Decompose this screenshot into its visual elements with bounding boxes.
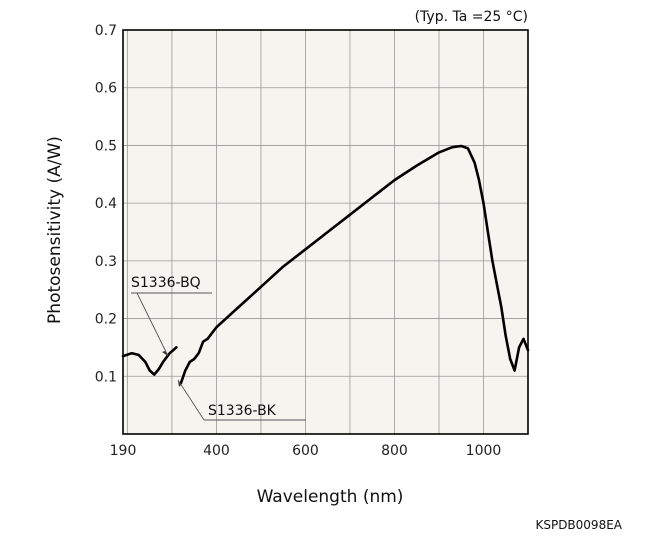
condition-note: (Typ. Ta =25 °C) [415,9,528,25]
y-tick-label: 0.1 [95,369,117,385]
annotation-label-s1336-bq: S1336-BQ [131,275,201,291]
x-tick-labels: 190 400 600 800 1000 [110,443,502,459]
y-axis-label: Photosensitivity (A/W) [45,136,65,324]
y-tick-label: 0.2 [95,312,117,328]
y-tick-label: 0.3 [95,254,117,270]
annotation-arrowhead [162,351,168,356]
annotation-arrowhead [178,380,181,387]
x-axis-label: Wavelength (nm) [257,487,404,507]
x-tick-label: 190 [110,443,137,459]
y-tick-labels: 0.1 0.2 0.3 0.4 0.5 0.6 0.7 [95,23,117,385]
grid [123,30,528,434]
annotation-label-s1336-bk: S1336-BK [208,403,277,419]
curves [121,144,530,385]
x-tick-label: 800 [381,443,408,459]
x-tick-label: 1000 [466,443,502,459]
y-tick-label: 0.5 [95,138,117,154]
series-line-s1336-bk [179,144,530,385]
y-tick-label: 0.4 [95,196,117,212]
x-tick-label: 600 [292,443,319,459]
annotation-leader [136,292,169,357]
x-tick-label: 400 [203,443,230,459]
y-tick-label: 0.7 [95,23,117,39]
y-tick-label: 0.6 [95,81,117,97]
plot-frame [122,29,529,435]
series-line-s1336-bq [121,346,178,376]
plot-background [123,30,528,434]
document-code: KSPDB0098EA [535,518,622,532]
series-annotations: S1336-BQ S1336-BK [131,275,306,421]
annotation-leader [177,379,205,421]
